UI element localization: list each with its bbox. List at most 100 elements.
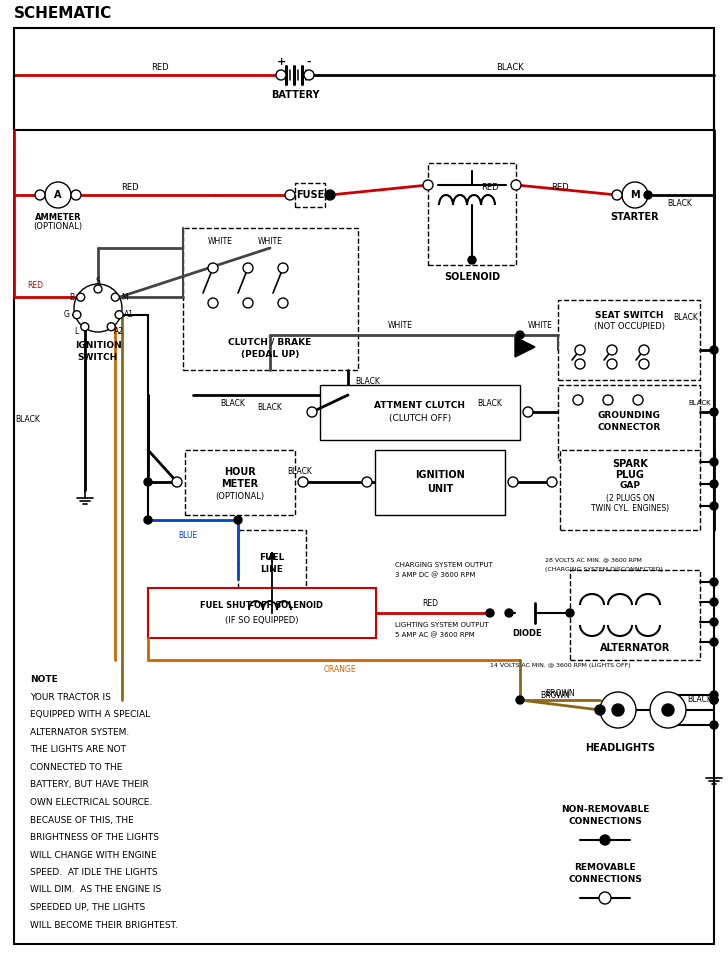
Text: STARTER: STARTER [611, 212, 660, 222]
Text: (CHARGING SYSTEM DISCONNECTED): (CHARGING SYSTEM DISCONNECTED) [545, 567, 663, 572]
Circle shape [710, 598, 718, 606]
Text: FUSE: FUSE [296, 190, 324, 200]
Text: WILL BECOME THEIR BRIGHTEST.: WILL BECOME THEIR BRIGHTEST. [30, 921, 178, 929]
Circle shape [612, 190, 622, 200]
Circle shape [243, 298, 253, 308]
Bar [238, 530, 306, 628]
Text: BLACK: BLACK [689, 400, 711, 406]
Circle shape [325, 190, 335, 200]
Circle shape [710, 721, 718, 729]
Text: BLACK: BLACK [478, 398, 502, 407]
Text: 28 VOLTS AC MIN. @ 3600 RPM: 28 VOLTS AC MIN. @ 3600 RPM [545, 558, 642, 563]
Circle shape [94, 285, 102, 293]
Text: CONNECTIONS: CONNECTIONS [568, 818, 642, 827]
Text: 3 AMP DC @ 3600 RPM: 3 AMP DC @ 3600 RPM [395, 572, 475, 578]
Text: WILL DIM.  AS THE ENGINE IS: WILL DIM. AS THE ENGINE IS [30, 885, 161, 895]
Text: AMMETER: AMMETER [35, 212, 82, 222]
Text: RED: RED [481, 182, 499, 191]
Text: FUEL: FUEL [259, 554, 285, 563]
Text: RED: RED [27, 280, 43, 290]
Text: EQUIPPED WITH A SPECIAL: EQUIPPED WITH A SPECIAL [30, 710, 150, 719]
Circle shape [172, 477, 182, 487]
Circle shape [710, 696, 718, 704]
Text: SWITCH: SWITCH [78, 352, 118, 362]
Circle shape [486, 609, 494, 617]
Text: BECAUSE OF THIS, THE: BECAUSE OF THIS, THE [30, 815, 134, 825]
Circle shape [566, 609, 574, 617]
Circle shape [710, 480, 718, 488]
Text: M: M [121, 293, 127, 301]
Text: SPEED.  AT IDLE THE LIGHTS: SPEED. AT IDLE THE LIGHTS [30, 868, 158, 877]
Circle shape [362, 477, 372, 487]
Text: WHITE: WHITE [207, 236, 232, 246]
Circle shape [599, 892, 611, 904]
Text: IGNITION: IGNITION [75, 342, 122, 350]
Bar [148, 588, 376, 638]
Text: CONNECTOR: CONNECTOR [598, 423, 660, 433]
Text: WILL CHANGE WITH ENGINE: WILL CHANGE WITH ENGINE [30, 851, 157, 859]
Bar [570, 570, 700, 660]
Text: IGNITION: IGNITION [415, 470, 465, 480]
Circle shape [547, 477, 557, 487]
Text: S: S [95, 276, 100, 285]
Circle shape [45, 182, 71, 208]
Text: CONNECTIONS: CONNECTIONS [568, 876, 642, 884]
Text: WHITE: WHITE [258, 236, 282, 246]
Text: BLACK: BLACK [355, 377, 381, 387]
Bar [295, 183, 325, 207]
Text: BLACK: BLACK [288, 468, 312, 476]
Text: BROWN: BROWN [540, 691, 570, 701]
Text: NOTE: NOTE [30, 676, 58, 684]
Circle shape [607, 359, 617, 369]
Text: BLACK: BLACK [673, 314, 698, 323]
Text: -: - [306, 57, 312, 67]
Circle shape [710, 346, 718, 354]
Text: SOLENOID: SOLENOID [444, 272, 500, 282]
Text: G: G [64, 310, 70, 320]
Circle shape [710, 502, 718, 510]
Circle shape [603, 395, 613, 405]
Text: BLACK: BLACK [221, 398, 245, 407]
Circle shape [573, 395, 583, 405]
Text: OWN ELECTRICAL SOURCE.: OWN ELECTRICAL SOURCE. [30, 798, 152, 807]
Text: RED: RED [151, 62, 169, 71]
Circle shape [423, 180, 433, 190]
Text: TWIN CYL. ENGINES): TWIN CYL. ENGINES) [591, 505, 669, 514]
Circle shape [523, 407, 533, 417]
Circle shape [511, 180, 521, 190]
Text: HEADLIGHTS: HEADLIGHTS [585, 743, 655, 753]
Text: HOUR: HOUR [224, 467, 256, 477]
Text: 5 AMP AC @ 3600 RPM: 5 AMP AC @ 3600 RPM [395, 632, 475, 638]
Circle shape [71, 190, 81, 200]
Circle shape [285, 190, 295, 200]
Text: ALTERNATOR: ALTERNATOR [600, 643, 670, 653]
Circle shape [234, 516, 242, 524]
Text: A1: A1 [124, 310, 134, 320]
Circle shape [278, 298, 288, 308]
Text: ORANGE: ORANGE [324, 665, 356, 675]
Text: NON-REMOVABLE: NON-REMOVABLE [561, 805, 649, 814]
Text: (PEDAL UP): (PEDAL UP) [241, 349, 299, 358]
Text: UNIT: UNIT [427, 484, 453, 494]
Circle shape [73, 311, 81, 319]
Text: BROWN: BROWN [545, 689, 575, 699]
Text: LIGHTING SYSTEM OUTPUT: LIGHTING SYSTEM OUTPUT [395, 622, 488, 628]
Text: FUEL SHUT-OFF SOLENOID: FUEL SHUT-OFF SOLENOID [200, 602, 323, 611]
Circle shape [639, 359, 649, 369]
Bar [558, 300, 700, 380]
Circle shape [639, 345, 649, 355]
Text: BLACK: BLACK [496, 62, 524, 71]
Text: 14 VOLTS AC MIN. @ 3600 RPM (LIGHTS OFF): 14 VOLTS AC MIN. @ 3600 RPM (LIGHTS OFF) [490, 662, 630, 667]
Text: PLUG: PLUG [616, 470, 644, 480]
Circle shape [600, 692, 636, 728]
Circle shape [710, 578, 718, 586]
Circle shape [508, 477, 518, 487]
Text: CLUTCH / BRAKE: CLUTCH / BRAKE [229, 338, 312, 347]
Circle shape [307, 407, 317, 417]
Text: WHITE: WHITE [528, 322, 553, 330]
Text: CONNECTED TO THE: CONNECTED TO THE [30, 763, 122, 772]
Text: (CLUTCH OFF): (CLUTCH OFF) [389, 415, 451, 423]
Circle shape [278, 263, 288, 273]
Text: SPARK: SPARK [612, 459, 648, 469]
Text: REMOVABLE: REMOVABLE [574, 863, 636, 873]
